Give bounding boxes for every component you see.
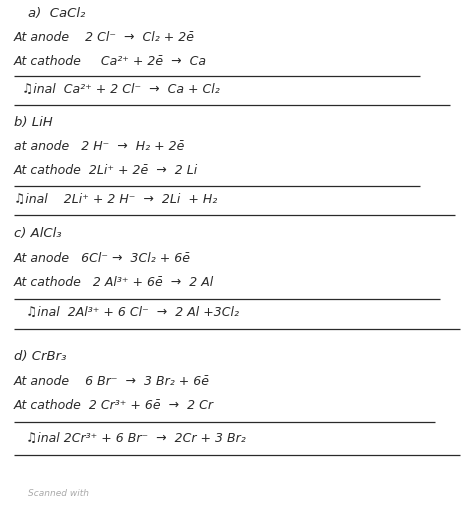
Text: At anode    6 Br⁻  →  3 Br₂ + 6ē: At anode 6 Br⁻ → 3 Br₂ + 6ē	[14, 375, 210, 388]
Text: ♫inal 2Cr³⁺ + 6 Br⁻  →  2Cr + 3 Br₂: ♫inal 2Cr³⁺ + 6 Br⁻ → 2Cr + 3 Br₂	[14, 432, 246, 445]
Text: ♫inal    2Li⁺ + 2 H⁻  →  2Li  + H₂: ♫inal 2Li⁺ + 2 H⁻ → 2Li + H₂	[14, 193, 217, 206]
Text: At cathode     Ca²⁺ + 2ē  →  Ca: At cathode Ca²⁺ + 2ē → Ca	[14, 55, 207, 68]
Text: Scanned with: Scanned with	[28, 489, 89, 498]
Text: At anode    2 Cl⁻  →  Cl₂ + 2ē: At anode 2 Cl⁻ → Cl₂ + 2ē	[14, 31, 195, 44]
Text: At cathode  2Li⁺ + 2ē  →  2 Li: At cathode 2Li⁺ + 2ē → 2 Li	[14, 164, 198, 177]
Text: At cathode  2 Cr³⁺ + 6ē  →  2 Cr: At cathode 2 Cr³⁺ + 6ē → 2 Cr	[14, 399, 214, 412]
Text: ♫inal  Ca²⁺ + 2 Cl⁻  →  Ca + Cl₂: ♫inal Ca²⁺ + 2 Cl⁻ → Ca + Cl₂	[14, 83, 220, 96]
Text: at anode   2 H⁻  →  H₂ + 2ē: at anode 2 H⁻ → H₂ + 2ē	[14, 140, 184, 153]
Text: At cathode   2 Al³⁺ + 6ē  →  2 Al: At cathode 2 Al³⁺ + 6ē → 2 Al	[14, 276, 214, 289]
Text: d) CrBr₃: d) CrBr₃	[14, 350, 66, 363]
Text: b) LiH: b) LiH	[14, 116, 53, 129]
Text: c) AlCl₃: c) AlCl₃	[14, 227, 62, 240]
Text: At anode   6Cl⁻ →  3Cl₂ + 6ē: At anode 6Cl⁻ → 3Cl₂ + 6ē	[14, 252, 191, 265]
Text: ♫inal  2Al³⁺ + 6 Cl⁻  →  2 Al +3Cl₂: ♫inal 2Al³⁺ + 6 Cl⁻ → 2 Al +3Cl₂	[14, 306, 239, 319]
Text: a)  CaCl₂: a) CaCl₂	[28, 7, 85, 20]
